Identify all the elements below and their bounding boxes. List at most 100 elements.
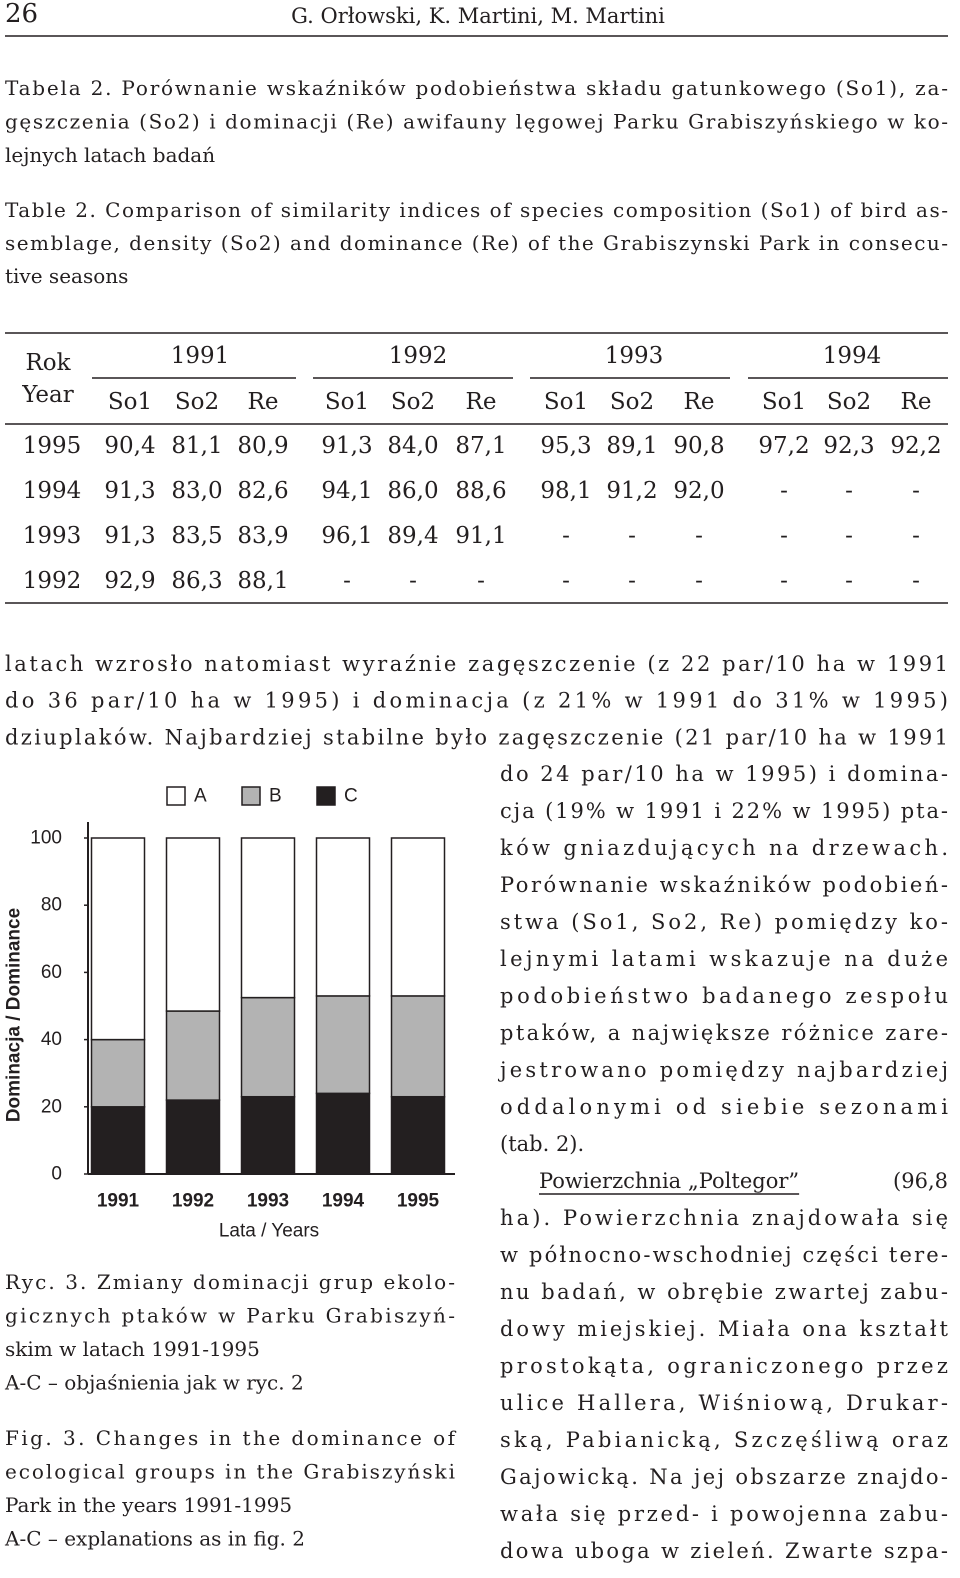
x-tick-label: 1994 <box>322 1191 365 1212</box>
table-cell: - <box>562 523 570 549</box>
table-cell: - <box>628 523 636 549</box>
body-line: dziuplaków. Najbardziej stabilne było za… <box>5 725 948 749</box>
table-cell: - <box>845 478 853 504</box>
body-line: ków gniazdujących na drzewach. <box>500 836 948 860</box>
table-cell: - <box>477 568 485 594</box>
legend-swatch <box>241 786 261 806</box>
body-line: w północno-wschodniej części tere- <box>500 1243 948 1267</box>
bar-segment <box>240 1095 296 1175</box>
table-cell: - <box>343 568 351 594</box>
column-header: So1 <box>325 389 369 415</box>
body-line: do 24 par/10 ha w 1995) i domina- <box>500 762 948 786</box>
table-cell: 94,1 <box>321 478 372 504</box>
caption-line: semblage, density (So2) and dominance (R… <box>5 231 948 255</box>
bar-segment <box>90 1038 146 1108</box>
table-cell: 98,1 <box>540 478 591 504</box>
table-cell: 83,0 <box>171 478 222 504</box>
bar-segment <box>165 1099 221 1175</box>
bar-segment <box>240 837 296 999</box>
y-axis-label: Dominacja / Dominance <box>4 908 25 1122</box>
column-header: So2 <box>391 389 435 415</box>
table-cell: 82,6 <box>237 478 288 504</box>
table-cell: 91,3 <box>321 433 372 459</box>
table-cell: 91,3 <box>104 523 155 549</box>
figure-caption-line: skim w latach 1991-1995 <box>5 1337 260 1361</box>
body-line: prostokąta, ograniczonego przez <box>500 1354 948 1378</box>
y-tick-label: 40 <box>41 1029 62 1050</box>
bar-segment <box>240 996 296 1098</box>
column-header: So2 <box>610 389 654 415</box>
column-header: So2 <box>827 389 871 415</box>
figure-caption-line: ecological groups in the Grabiszyński <box>5 1460 455 1484</box>
bar-segment <box>315 837 371 997</box>
body-line: oddalonymi od siebie sezonami <box>500 1095 948 1119</box>
caption-line: tive seasons <box>5 264 128 288</box>
table-cell: - <box>562 568 570 594</box>
row-year: 1992 <box>23 568 82 594</box>
column-header: So1 <box>544 389 588 415</box>
legend-label: A <box>194 786 207 807</box>
table-cell: 86,3 <box>171 568 222 594</box>
body-line: ptaków, a największe różnice zare- <box>500 1021 948 1045</box>
table-cell: - <box>628 568 636 594</box>
row-year: 1995 <box>23 433 82 459</box>
body-line: ha). Powierzchnia znajdowała się <box>500 1206 948 1230</box>
table-cell: - <box>695 523 703 549</box>
section-heading: Powierzchnia „Poltegor” <box>539 1169 799 1193</box>
x-tick-label: 1991 <box>97 1191 140 1212</box>
table-cell: 92,2 <box>890 433 941 459</box>
table-cell: 92,3 <box>823 433 874 459</box>
table-cell: 88,6 <box>455 478 506 504</box>
figure-caption-line: Ryc. 3. Zmiany dominacji grup ekolo- <box>5 1270 455 1294</box>
body-line: dowy miejskiej. Miała ona kształt <box>500 1317 949 1341</box>
body-line: lejnymi latami wskazuje na duże <box>500 947 948 971</box>
figure-caption-line: Park in the years 1991-1995 <box>5 1493 292 1517</box>
bar-segment <box>90 837 146 1041</box>
bar-segment <box>390 837 446 997</box>
y-tick-label: 80 <box>41 895 62 916</box>
body-line: Porównanie wskaźników podobień- <box>500 873 948 897</box>
table-cell: 95,3 <box>540 433 591 459</box>
y-tick-label: 0 <box>51 1164 62 1185</box>
table-cell: 88,1 <box>237 568 288 594</box>
column-group: 1991 <box>171 343 230 369</box>
table-cell: - <box>912 478 920 504</box>
table-cell: - <box>780 523 788 549</box>
bar-segment <box>165 1010 221 1101</box>
body-line: ską, Pabianicką, Szczęśliwą oraz <box>500 1428 948 1452</box>
table-cell: 89,1 <box>606 433 657 459</box>
legend-swatch <box>316 786 336 806</box>
table-cell: 89,4 <box>387 523 438 549</box>
row-year: 1993 <box>23 523 82 549</box>
table-cell: - <box>409 568 417 594</box>
body-line: Gajowicką. Na jej obszarze znajdo- <box>500 1465 948 1489</box>
table-cell: - <box>912 523 920 549</box>
table-cell: 83,5 <box>171 523 222 549</box>
corner-label: Year <box>21 382 74 408</box>
figure-caption-line: A-C – explanations as in fig. 2 <box>4 1527 305 1551</box>
figure-caption-line: Fig. 3. Changes in the dominance of <box>5 1426 457 1450</box>
table-cell: 91,3 <box>104 478 155 504</box>
body-line: nu badań, w obrębie zwartej zabu- <box>500 1280 948 1304</box>
x-axis-label: Lata / Years <box>219 1221 319 1242</box>
table-cell: - <box>780 478 788 504</box>
y-tick-label: 20 <box>41 1096 62 1117</box>
body-line: jestrowano pomiędzy najbardziej <box>497 1058 948 1082</box>
bar-segment <box>315 1092 371 1175</box>
body-line: cja (19% w 1991 i 22% w 1995) pta- <box>500 799 948 823</box>
table-cell: 90,8 <box>673 433 724 459</box>
bar-segment <box>390 995 446 1098</box>
body-line: latach wzrosło natomiast wyraźnie zagęsz… <box>5 652 948 676</box>
table-cell: - <box>780 568 788 594</box>
table-cell: 90,4 <box>104 433 155 459</box>
table-cell: - <box>845 568 853 594</box>
column-header: So2 <box>175 389 219 415</box>
table-cell: 92,9 <box>104 568 155 594</box>
body-line: ulice Hallera, Wiśniową, Drukar- <box>500 1391 948 1415</box>
running-head: G. Orłowski, K. Martini, M. Martini <box>291 4 665 28</box>
body-line: (tab. 2). <box>500 1132 584 1156</box>
page-number: 26 <box>5 0 38 29</box>
x-tick-label: 1992 <box>172 1191 214 1212</box>
body-line: stwa (So1, So2, Re) pomiędzy ko- <box>500 910 948 934</box>
